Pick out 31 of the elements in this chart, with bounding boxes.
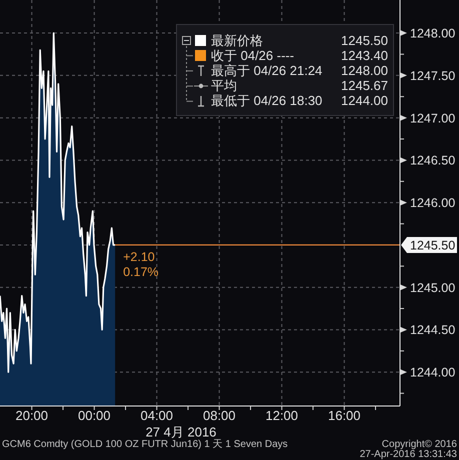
x-tick-label: 08:00 bbox=[202, 408, 236, 424]
y-tick-label: 1247.50 bbox=[410, 68, 456, 83]
annotation: 最低于 04/26 18:30 bbox=[211, 93, 322, 110]
annotation: 平均 bbox=[211, 78, 237, 94]
legend-label: 最新价格 bbox=[211, 32, 263, 48]
x-tick-label: 00:00 bbox=[78, 408, 111, 424]
y-tick-label: 1244.00 bbox=[410, 366, 456, 380]
y-tick-label: 1246.50 bbox=[410, 154, 456, 168]
annotation: 最高于 04/26 21:24 bbox=[211, 62, 322, 79]
x-tick-label: 16:00 bbox=[328, 408, 361, 424]
y-tick-label: 1245.00 bbox=[410, 280, 456, 295]
annotation: 1244.00 bbox=[341, 93, 388, 110]
annotation: 1245.67 bbox=[341, 78, 388, 94]
x-axis-title: 27 4月 2016 bbox=[146, 424, 216, 440]
y-tick-label: 1245.50 bbox=[410, 238, 456, 252]
x-tick-label: 12:00 bbox=[265, 408, 298, 424]
annotation: 收于 04/26 ---- bbox=[211, 48, 294, 64]
annotation: 1245.50 bbox=[341, 32, 388, 48]
y-tick-label: 1244.50 bbox=[410, 323, 456, 338]
annotation: 1248.00 bbox=[341, 62, 388, 79]
y-tick-label: 1246.00 bbox=[410, 196, 456, 210]
annotation: +2.10 bbox=[123, 250, 155, 265]
y-tick-label: 1248.00 bbox=[410, 26, 456, 41]
text: GCM6 Comdty (GOLD 100 OZ FUTR Jun16) 1 天 1 Seven Days bbox=[2, 439, 288, 450]
x-tick-label: 20:00 bbox=[15, 408, 48, 424]
x-tick-label: 04:00 bbox=[140, 408, 174, 424]
y-tick-label: 1247.00 bbox=[410, 111, 456, 126]
annotation: 0.17% bbox=[123, 264, 159, 280]
text: Copyright© 2016 bbox=[382, 439, 457, 450]
text: 27-Apr-2016 13:31:43 bbox=[360, 449, 457, 460]
annotation: 1243.40 bbox=[341, 48, 388, 64]
